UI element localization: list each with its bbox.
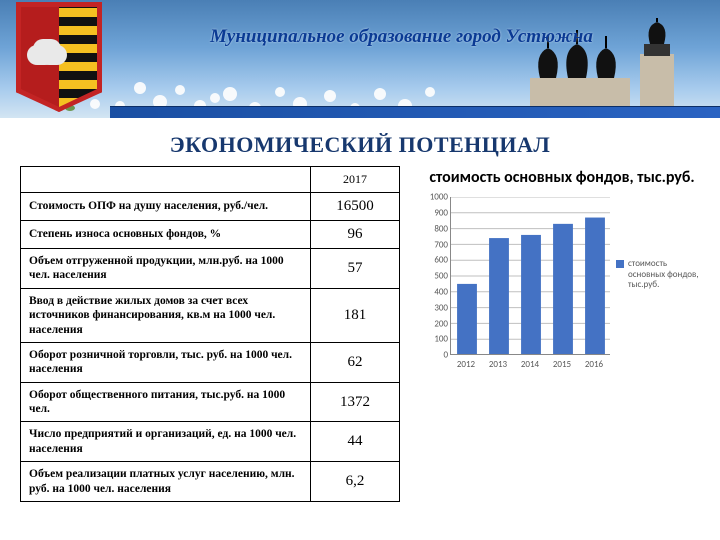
header-title: Муниципальное образование город Устюжна [210, 26, 593, 48]
row-value: 44 [311, 422, 400, 462]
y-tick-label: 1000 [430, 192, 448, 203]
row-value: 1372 [311, 382, 400, 422]
table-row: Объем реализации платных услуг населению… [21, 462, 400, 502]
chart-bar [553, 224, 573, 355]
table-row: Степень износа основных фондов, %96 [21, 221, 400, 249]
bar-chart: 0 100 200 300 400 500 600 700 800 900 1000 2012 201… [418, 193, 700, 379]
section-title: ЭКОНОМИЧЕСКИЙ ПОТЕНЦИАЛ [0, 132, 720, 158]
chart-title: стоимость основных фондов, тыс.руб. [418, 168, 706, 187]
indicators-table-wrap: 2017 Стоимость ОПФ на душу населения, ру… [20, 166, 400, 502]
row-value: 181 [311, 288, 400, 342]
header-banner: Муниципальное образование город Устюжна [0, 0, 720, 118]
y-tick-label: 300 [434, 302, 448, 313]
chart-wrap: стоимость основных фондов, тыс.руб. 0 100… [418, 166, 706, 502]
table-header-empty [21, 167, 311, 193]
chart-bar [585, 218, 605, 355]
table-row: Число предприятий и организаций, ед. на … [21, 422, 400, 462]
y-tick-label: 500 [434, 271, 448, 282]
table-header-row: 2017 [21, 167, 400, 193]
x-tick-label: 2014 [521, 359, 539, 370]
y-tick-label: 600 [434, 255, 448, 266]
row-value: 57 [311, 249, 400, 289]
row-value: 62 [311, 342, 400, 382]
table-header-year: 2017 [311, 167, 400, 193]
row-label: Число предприятий и организаций, ед. на … [21, 422, 311, 462]
chart-plot-area [450, 197, 610, 355]
row-label: Оборот розничной торговли, тыс. руб. на … [21, 342, 311, 382]
row-label: Оборот общественного питания, тыс.руб. н… [21, 382, 311, 422]
row-label: Степень износа основных фондов, % [21, 221, 311, 249]
row-label: Объем отгруженной продукции, млн.руб. на… [21, 249, 311, 289]
chart-bar [457, 284, 477, 355]
legend-swatch [616, 260, 624, 268]
table-row: Оборот розничной торговли, тыс. руб. на … [21, 342, 400, 382]
x-tick-label: 2012 [457, 359, 475, 370]
row-label: Объем реализации платных услуг населению… [21, 462, 311, 502]
row-value: 16500 [311, 193, 400, 221]
coat-of-arms [16, 2, 102, 112]
row-label: Ввод в действие жилых домов за счет всех… [21, 288, 311, 342]
legend-label: стоимость основных фондов, тыс.руб. [628, 259, 700, 290]
x-tick-label: 2015 [553, 359, 571, 370]
indicators-table: 2017 Стоимость ОПФ на душу населения, ру… [20, 166, 400, 502]
table-row: Ввод в действие жилых домов за счет всех… [21, 288, 400, 342]
chart-bar [489, 238, 509, 355]
y-tick-label: 0 [443, 350, 448, 361]
content-area: 2017 Стоимость ОПФ на душу населения, ру… [0, 158, 720, 502]
row-value: 96 [311, 221, 400, 249]
y-tick-label: 400 [434, 286, 448, 297]
table-row: Объем отгруженной продукции, млн.руб. на… [21, 249, 400, 289]
y-tick-label: 100 [434, 334, 448, 345]
header-stripe [110, 106, 720, 118]
chart-legend: стоимость основных фондов, тыс.руб. [616, 259, 700, 290]
chart-bar [521, 235, 541, 355]
y-tick-label: 200 [434, 318, 448, 329]
table-row: Оборот общественного питания, тыс.руб. н… [21, 382, 400, 422]
y-tick-label: 900 [434, 207, 448, 218]
row-label: Стоимость ОПФ на душу населения, руб./че… [21, 193, 311, 221]
y-tick-label: 700 [434, 239, 448, 250]
table-row: Стоимость ОПФ на душу населения, руб./че… [21, 193, 400, 221]
x-tick-label: 2013 [489, 359, 507, 370]
x-tick-label: 2016 [585, 359, 603, 370]
y-tick-label: 800 [434, 223, 448, 234]
row-value: 6,2 [311, 462, 400, 502]
